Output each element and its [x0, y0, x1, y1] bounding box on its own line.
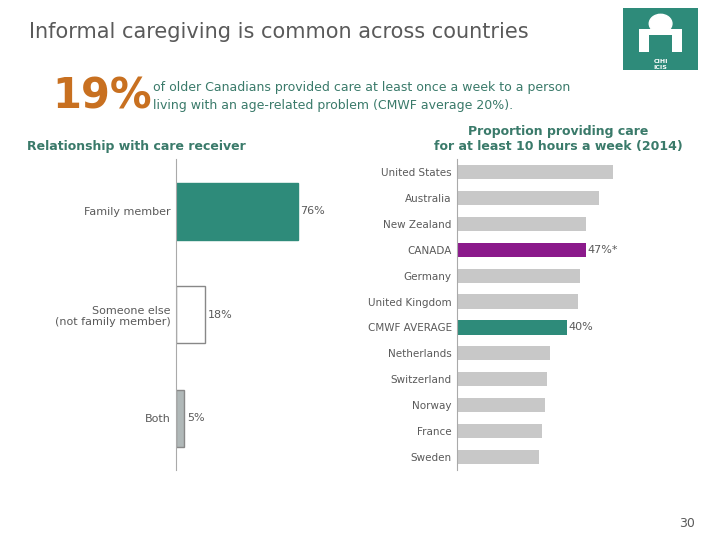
- Bar: [457, 294, 577, 309]
- Bar: [457, 346, 550, 361]
- Circle shape: [649, 15, 672, 33]
- Bar: [457, 450, 539, 464]
- Text: 18%: 18%: [207, 309, 233, 320]
- Bar: [457, 424, 542, 438]
- Bar: [457, 372, 547, 386]
- Bar: [457, 320, 567, 335]
- Text: CIHI: CIHI: [653, 59, 668, 64]
- Text: ICIS: ICIS: [654, 65, 667, 70]
- Bar: [457, 165, 613, 179]
- Text: 5%: 5%: [186, 413, 204, 423]
- Text: of older Canadians provided care at least once a week to a person
living with an: of older Canadians provided care at leas…: [153, 80, 570, 112]
- Text: 19%: 19%: [53, 75, 152, 117]
- Bar: [672, 32, 682, 51]
- Text: 40%: 40%: [568, 322, 593, 333]
- Text: Informal caregiving is common across countries: Informal caregiving is common across cou…: [29, 22, 528, 43]
- Bar: [457, 398, 545, 412]
- Bar: [639, 29, 682, 35]
- Text: 76%: 76%: [300, 206, 325, 216]
- Bar: [176, 389, 184, 447]
- Bar: [457, 243, 586, 257]
- Bar: [457, 191, 600, 205]
- Bar: [176, 286, 205, 343]
- Text: Relationship with care receiver: Relationship with care receiver: [27, 140, 246, 153]
- Text: 30: 30: [679, 517, 695, 530]
- Bar: [639, 32, 649, 51]
- Text: 47%*: 47%*: [588, 245, 618, 255]
- Bar: [457, 217, 586, 231]
- Text: Proportion providing care
for at least 10 hours a week (2014): Proportion providing care for at least 1…: [433, 125, 683, 153]
- Bar: [176, 183, 298, 240]
- Bar: [457, 268, 580, 283]
